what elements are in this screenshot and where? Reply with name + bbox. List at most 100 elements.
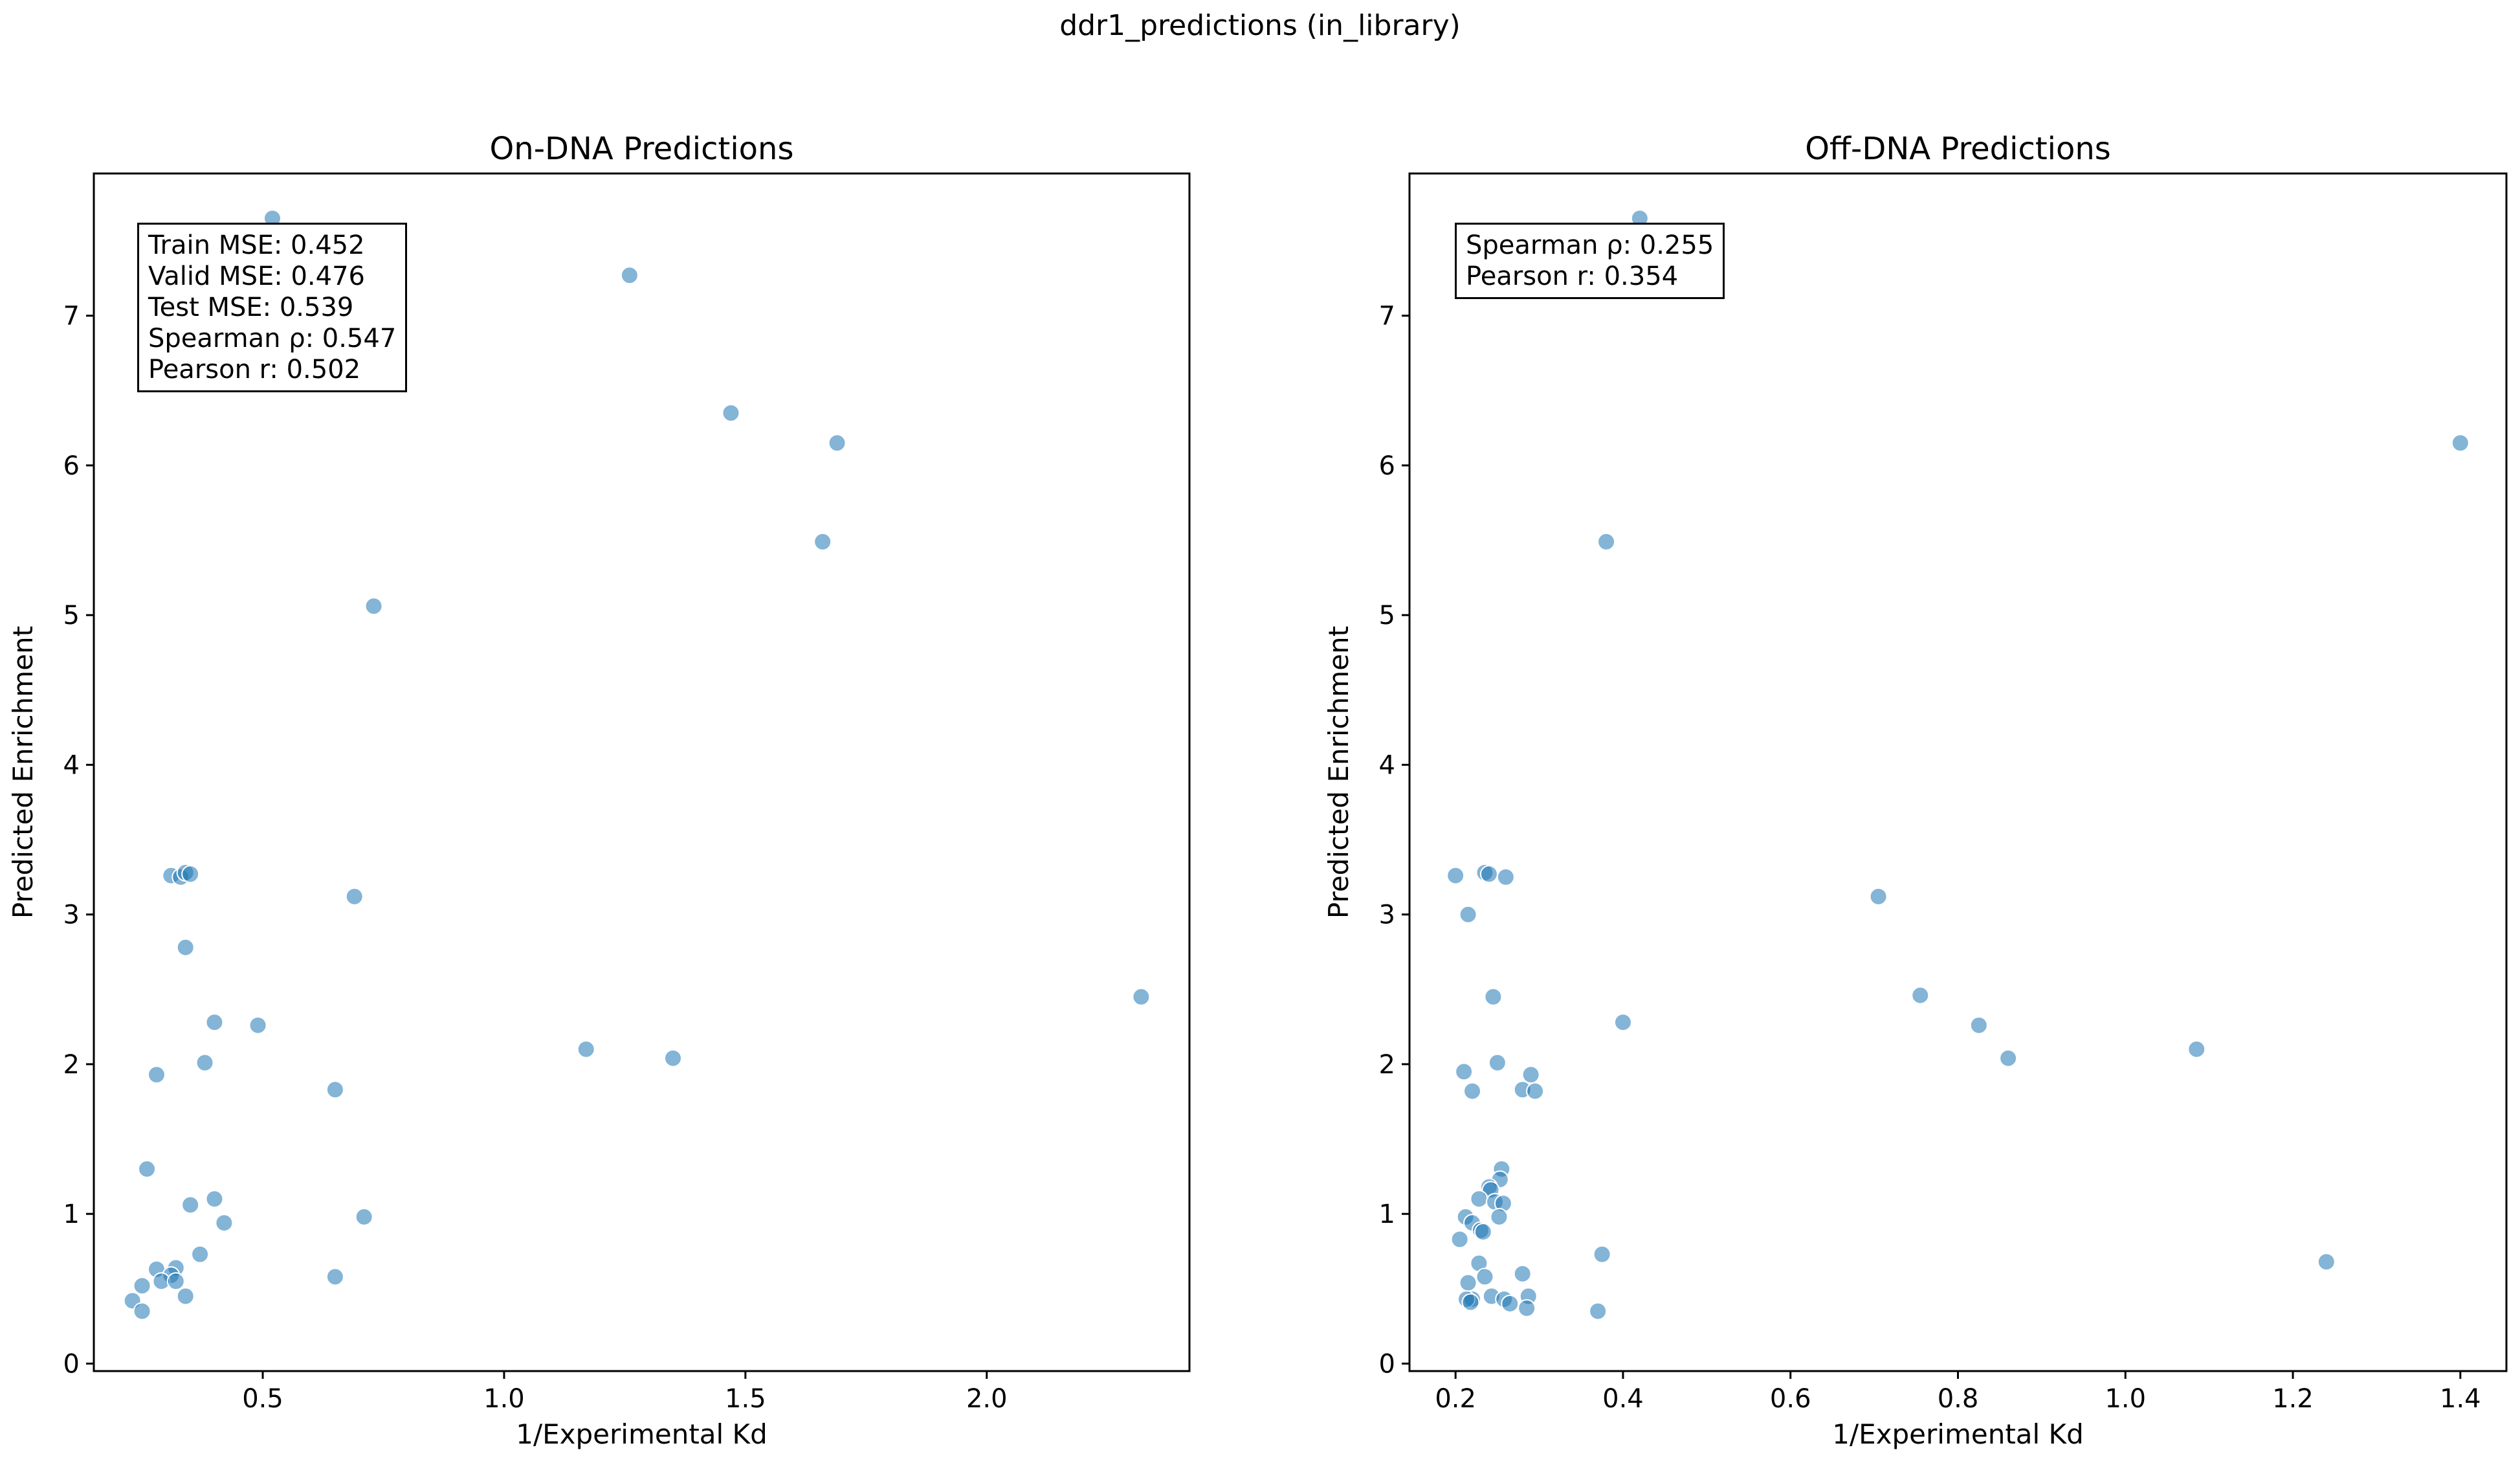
- off-dna-data-point: [1496, 867, 1515, 886]
- on-dna-y-tick-label: 1: [63, 1200, 80, 1229]
- on-dna-data-point: [364, 597, 383, 616]
- off-dna-x-axis-label: 1/Experimental Kd: [1832, 1418, 2084, 1450]
- off-dna-chart: Off-DNA Predictions 0.2 0.4 0.6 0.8 1.0 1.2 1.4…: [1323, 131, 2508, 1450]
- on-dna-data-point: [722, 404, 740, 422]
- off-dna-data-point: [1513, 1264, 1532, 1283]
- on-dna-chart-title: On-DNA Predictions: [490, 131, 794, 167]
- stat-valid-mse: Valid MSE: 0.476: [148, 262, 365, 291]
- stat-spearman: Spearman ρ: 0.255: [1466, 230, 1714, 260]
- on-dna-data-point: [181, 1196, 200, 1214]
- on-dna-data-point: [1132, 987, 1151, 1006]
- on-dna-data-point: [133, 1277, 151, 1295]
- off-dna-x-tick-label: 1.2: [2272, 1384, 2314, 1414]
- off-dna-x-tick-label: 1.0: [2105, 1384, 2146, 1414]
- off-dna-x-tick-label: 0.4: [1602, 1384, 1644, 1414]
- on-dna-data-point: [205, 1013, 224, 1032]
- off-dna-points: [1446, 209, 2470, 1321]
- off-dna-data-point: [1479, 865, 1498, 884]
- off-dna-data-point: [1476, 1267, 1494, 1286]
- on-dna-data-point: [620, 266, 639, 285]
- off-dna-data-point: [1459, 905, 1477, 924]
- on-dna-x-tick-label: 2.0: [966, 1384, 1008, 1414]
- off-dna-data-point: [1446, 866, 1465, 885]
- on-dna-data-point: [215, 1214, 234, 1233]
- on-dna-data-point: [176, 1287, 195, 1306]
- off-dna-data-point: [1459, 1273, 1477, 1292]
- off-dna-x-tick-label: 0.8: [1938, 1384, 1979, 1414]
- on-dna-points: [123, 209, 1151, 1321]
- on-dna-y-tick-label: 2: [63, 1050, 80, 1080]
- off-dna-data-point: [2187, 1040, 2206, 1058]
- on-dna-data-point: [195, 1053, 214, 1072]
- on-dna-chart: On-DNA Predictions 0.5 1.0 1.5 2.0 0 1 2 3 4 5 6 7 1/…: [7, 131, 1191, 1450]
- on-dna-data-point: [176, 938, 195, 957]
- off-dna-data-point: [2451, 434, 2470, 452]
- on-dna-data-point: [166, 1272, 185, 1291]
- off-dna-data-point: [1593, 1245, 1611, 1264]
- off-dna-data-point: [1488, 1053, 1507, 1072]
- off-dna-data-point: [1490, 1207, 1509, 1226]
- off-dna-axes-frame: [1408, 172, 2508, 1372]
- off-dna-y-tick-label: 2: [1379, 1050, 1395, 1080]
- off-dna-y-tick-label: 3: [1379, 900, 1395, 930]
- off-dna-data-point: [1474, 1222, 1492, 1241]
- on-dna-y-axis-label: Predicted Enrichment: [7, 626, 39, 919]
- on-dna-data-point: [191, 1245, 210, 1264]
- off-dna-x-tick-label: 0.2: [1435, 1384, 1476, 1414]
- off-dna-y-tick-label: 4: [1379, 750, 1395, 780]
- on-dna-data-point: [828, 434, 846, 452]
- off-dna-data-point: [1455, 1062, 1474, 1081]
- on-dna-data-point: [138, 1159, 157, 1178]
- on-dna-data-point: [577, 1040, 595, 1058]
- off-dna-y-tick-label: 7: [1379, 302, 1395, 331]
- off-dna-y-tick-label: 0: [1379, 1349, 1395, 1379]
- on-dna-data-point: [326, 1267, 344, 1286]
- stat-pearson: Pearson r: 0.502: [148, 355, 361, 385]
- on-dna-y-tick-label: 6: [63, 451, 80, 481]
- off-dna-x-tick-label: 1.4: [2440, 1384, 2481, 1414]
- on-dna-x-axis-label: 1/Experimental Kd: [516, 1418, 768, 1450]
- off-dna-y-tick-label: 5: [1379, 601, 1395, 631]
- on-dna-data-point: [813, 532, 832, 551]
- on-dna-y-tick-label: 5: [63, 601, 80, 631]
- on-dna-data-point: [205, 1190, 224, 1209]
- off-dna-data-point: [1501, 1294, 1520, 1313]
- stat-train-mse: Train MSE: 0.452: [148, 230, 365, 260]
- on-dna-x-tick-label: 1.5: [725, 1384, 766, 1414]
- on-dna-x-tick-label: 0.5: [242, 1384, 283, 1414]
- off-dna-data-point: [1597, 532, 1616, 551]
- on-dna-y-tick-label: 3: [63, 900, 80, 930]
- off-dna-x-tick-label: 0.6: [1770, 1384, 1811, 1414]
- off-dna-data-point: [1526, 1082, 1545, 1100]
- on-dna-data-point: [147, 1066, 166, 1084]
- on-dna-data-point: [249, 1016, 267, 1034]
- off-dna-stats-box: Spearman ρ: 0.255 Pearson r: 0.354: [1455, 223, 1725, 299]
- off-dna-data-point: [1470, 1190, 1488, 1209]
- off-dna-data-point: [1999, 1049, 2018, 1067]
- off-dna-y-tick-label: 1: [1379, 1200, 1395, 1229]
- off-dna-data-point: [1869, 887, 1888, 906]
- on-dna-data-point: [663, 1049, 682, 1067]
- off-dna-y-tick-label: 6: [1379, 451, 1395, 481]
- on-dna-y-tick-label: 0: [63, 1349, 80, 1379]
- off-dna-data-point: [1589, 1302, 1608, 1321]
- off-dna-data-point: [1613, 1013, 1632, 1032]
- off-dna-data-point: [1461, 1293, 1480, 1312]
- on-dna-y-tick-label: 4: [63, 750, 80, 780]
- off-dna-data-point: [1463, 1082, 1482, 1100]
- off-dna-data-point: [1911, 986, 1930, 1005]
- on-dna-x-tick-label: 1.0: [483, 1384, 525, 1414]
- stat-test-mse: Test MSE: 0.539: [148, 293, 354, 322]
- figure-suptitle: ddr1_predictions (in_library): [1059, 9, 1461, 42]
- on-dna-data-point: [133, 1302, 151, 1321]
- off-dna-data-point: [1969, 1016, 1988, 1034]
- off-dna-y-axis-label: Predicted Enrichment: [1323, 626, 1354, 919]
- off-dna-data-point: [1521, 1066, 1540, 1084]
- stat-pearson: Pearson r: 0.354: [1466, 262, 1679, 291]
- on-dna-y-tick-label: 7: [63, 302, 80, 331]
- off-dna-chart-title: Off-DNA Predictions: [1805, 131, 2111, 167]
- on-dna-axes-frame: [93, 172, 1191, 1372]
- on-dna-stats-box: Train MSE: 0.452 Valid MSE: 0.476 Test M…: [137, 223, 408, 392]
- off-dna-data-point: [1518, 1299, 1536, 1317]
